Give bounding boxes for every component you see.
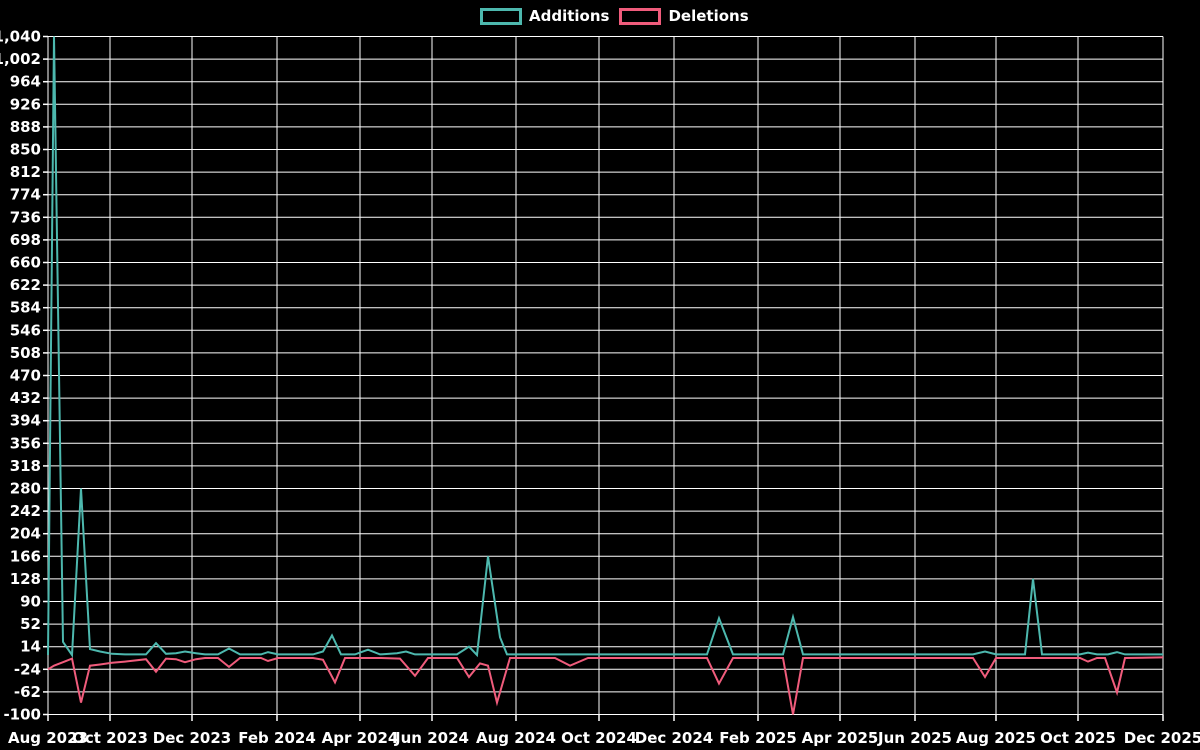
y-tick-label: 1,040: [0, 28, 41, 46]
y-tick-label: 394: [10, 412, 41, 430]
y-tick-label: 622: [10, 276, 41, 294]
x-tick-label: Jun 2025: [877, 729, 952, 747]
y-tick-label: 926: [10, 95, 41, 113]
y-tick-label: 90: [20, 593, 41, 611]
x-tick-label: Aug 2025: [956, 729, 1036, 747]
y-tick-label: 128: [10, 570, 41, 588]
y-tick-label: 1,002: [0, 50, 41, 68]
y-tick-label: 318: [10, 457, 41, 475]
y-tick-label: 470: [10, 367, 41, 385]
y-tick-label: 14: [20, 638, 41, 656]
x-tick-label: Jun 2024: [394, 729, 469, 747]
y-tick-label: 52: [20, 615, 41, 633]
chart-legend: Additions Deletions: [480, 7, 749, 25]
additions-swatch-icon: [480, 7, 522, 25]
x-tick-label: Aug 2024: [476, 729, 556, 747]
y-tick-label: 774: [10, 186, 41, 204]
legend-item-deletions[interactable]: Deletions: [619, 7, 749, 25]
y-tick-label: 356: [10, 434, 41, 452]
y-tick-label: 660: [10, 254, 41, 272]
x-tick-label: Dec 2025: [1124, 729, 1200, 747]
y-tick-label: 242: [10, 502, 41, 520]
x-tick-label: Dec 2024: [635, 729, 714, 747]
legend-label-additions: Additions: [529, 7, 610, 25]
y-tick-label: 508: [10, 344, 41, 362]
x-tick-label: Feb 2024: [238, 729, 316, 747]
y-tick-label: 736: [10, 208, 41, 226]
deletions-swatch-icon: [619, 7, 662, 25]
x-tick-label: Aug 2023: [8, 729, 88, 747]
y-tick-label: 432: [10, 389, 41, 407]
x-tick-label: Apr 2024: [322, 729, 399, 747]
additions-line: [47, 36, 1163, 658]
legend-item-additions[interactable]: Additions: [480, 7, 609, 25]
x-tick-label: Feb 2025: [719, 729, 797, 747]
y-tick-label: 888: [10, 118, 41, 136]
x-tick-label: Oct 2025: [1040, 729, 1116, 747]
y-tick-label: 280: [10, 480, 41, 498]
y-tick-label: -24: [14, 660, 41, 678]
y-tick-label: 546: [10, 321, 41, 339]
y-tick-label: 204: [10, 525, 41, 543]
axis-labels: 1,040 1,002 964 926 888 850 812 774 736 698 660 622…: [0, 28, 1200, 748]
y-tick-label: -100: [3, 706, 41, 724]
x-tick-label: Oct 2024: [561, 729, 637, 747]
x-tick-label: Oct 2023: [72, 729, 148, 747]
series-lines: [47, 36, 1164, 715]
gridlines: [43, 35, 1164, 721]
y-tick-label: 584: [10, 299, 41, 317]
y-tick-label: 964: [10, 73, 41, 91]
y-tick-label: 850: [10, 141, 41, 159]
y-tick-label: -62: [14, 683, 41, 701]
y-tick-label: 166: [10, 547, 41, 565]
legend-label-deletions: Deletions: [668, 7, 749, 25]
x-tick-label: Dec 2023: [153, 729, 232, 747]
y-tick-label: 698: [10, 231, 41, 249]
x-tick-label: Apr 2025: [802, 729, 879, 747]
y-tick-label: 812: [10, 163, 41, 181]
deletions-line: [47, 656, 1164, 715]
